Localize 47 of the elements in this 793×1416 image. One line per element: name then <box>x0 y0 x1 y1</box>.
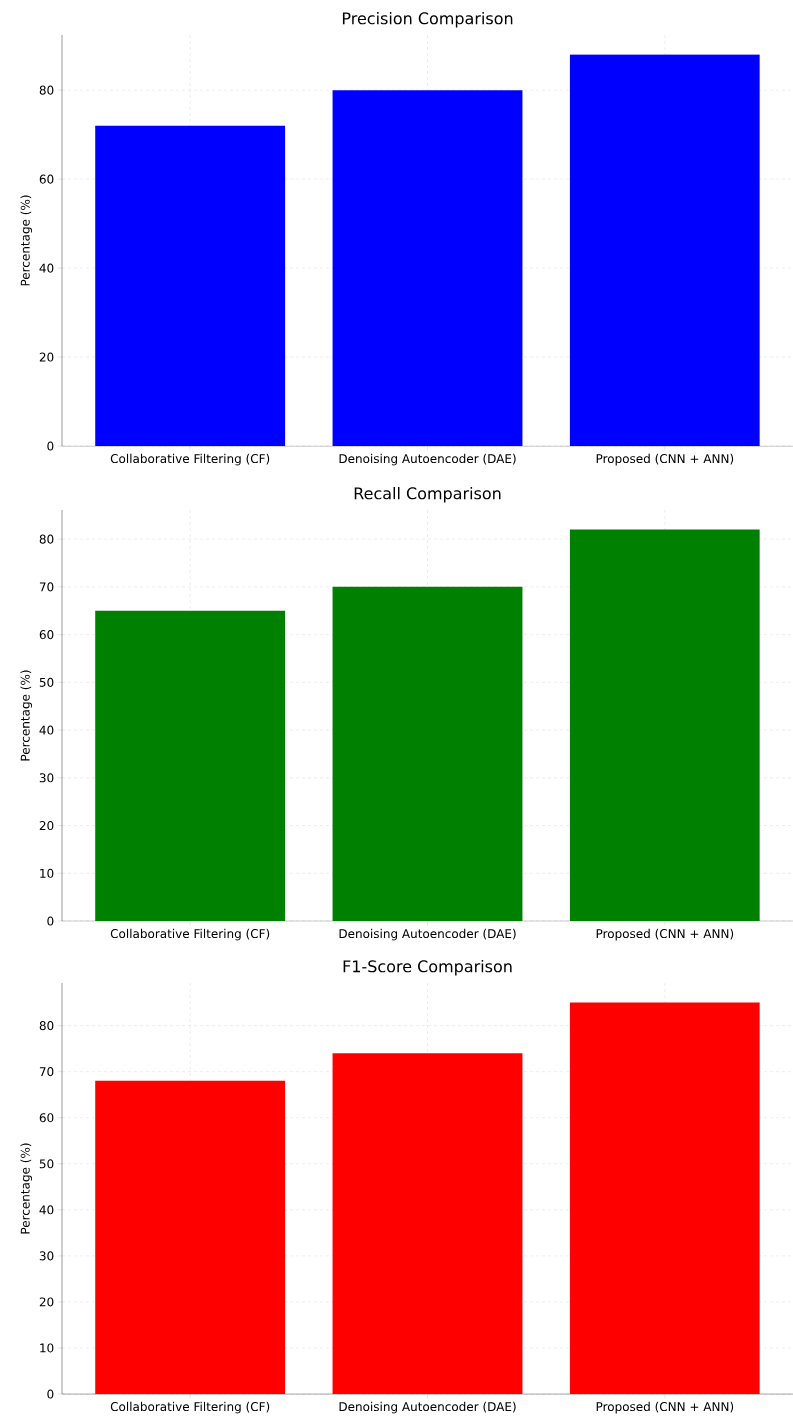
y-tick-label: 50 <box>39 1159 54 1169</box>
y-tick-label: 0 <box>47 1389 54 1399</box>
y-tick-label: 10 <box>40 1343 54 1353</box>
x-tick-label: Collaborative Filtering (CF) <box>110 1401 270 1414</box>
bar <box>332 1053 523 1395</box>
chart-title: F1-Score Comparison <box>343 960 512 976</box>
bar <box>332 90 523 447</box>
y-tick-label: 80 <box>39 1021 54 1031</box>
y-tick-label: 70 <box>39 1067 54 1077</box>
y-tick-label: 10 <box>40 868 54 878</box>
bar <box>95 610 286 922</box>
chart-title: Recall Comparison <box>354 486 501 503</box>
chart-title: Precision Comparison <box>342 11 513 28</box>
y-tick-label: 40 <box>39 1205 54 1215</box>
x-tick-label: Denoising Autoencoder (DAE) <box>339 928 516 941</box>
y-tick-label: 80 <box>39 534 54 544</box>
y-tick-label: 50 <box>39 677 54 687</box>
y-tick-label: 30 <box>39 1251 54 1261</box>
y-tick-label: 0 <box>47 441 54 451</box>
y-tick-label: 40 <box>39 263 54 273</box>
x-tick-label: Proposed (CNN + ANN) <box>596 928 734 941</box>
x-tick-label: Proposed (CNN + ANN) <box>596 1401 734 1414</box>
y-tick-label: 60 <box>39 174 54 184</box>
y-tick-label: 40 <box>39 725 54 735</box>
bar <box>332 586 523 922</box>
x-tick-label: Denoising Autoencoder (DAE) <box>339 453 516 466</box>
y-axis-title: Percentage (%) <box>20 670 33 761</box>
y-axis-title: Percentage (%) <box>20 195 33 286</box>
y-axis-title: Percentage (%) <box>20 1143 33 1234</box>
bar <box>569 1002 760 1395</box>
x-tick-label: Denoising Autoencoder (DAE) <box>339 1401 516 1414</box>
y-tick-label: 70 <box>39 582 54 592</box>
bar <box>95 125 286 447</box>
y-tick-label: 0 <box>47 916 54 926</box>
y-tick-label: 20 <box>39 821 54 831</box>
y-tick-label: 20 <box>39 1297 54 1307</box>
x-tick-label: Collaborative Filtering (CF) <box>110 453 270 466</box>
bar <box>569 529 760 922</box>
y-tick-label: 60 <box>39 1113 54 1123</box>
x-tick-label: Proposed (CNN + ANN) <box>596 453 734 466</box>
y-tick-label: 20 <box>39 352 54 362</box>
y-tick-label: 80 <box>39 85 54 95</box>
bar <box>95 1080 286 1395</box>
y-tick-label: 60 <box>39 630 54 640</box>
bar <box>569 54 760 447</box>
x-tick-label: Collaborative Filtering (CF) <box>110 928 270 941</box>
y-tick-label: 30 <box>39 773 54 783</box>
